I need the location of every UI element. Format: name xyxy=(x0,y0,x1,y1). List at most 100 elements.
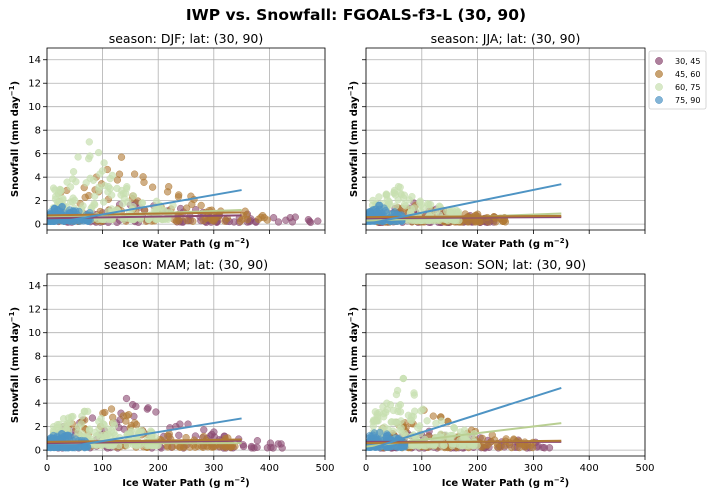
axes-frame xyxy=(365,273,646,457)
point-60-75 xyxy=(404,411,413,419)
y-tick-label: 4 xyxy=(35,173,41,184)
point-60-75 xyxy=(392,418,401,426)
fit-line-75-90 xyxy=(366,386,562,452)
point-60-75 xyxy=(458,442,466,450)
y-tick-label: 4 xyxy=(35,399,41,410)
point-45-60 xyxy=(236,217,245,225)
fit-line-45-60 xyxy=(366,214,562,219)
point-60-75 xyxy=(100,159,108,167)
point-60-75 xyxy=(390,186,399,195)
point-30-45 xyxy=(267,443,275,452)
legend-marker-60-75 xyxy=(655,83,663,91)
point-60-75 xyxy=(69,168,78,176)
point-60-75 xyxy=(450,424,459,432)
fit-line-45-60 xyxy=(47,438,242,443)
point-30-45 xyxy=(545,444,554,452)
point-75-90 xyxy=(369,431,377,439)
point-30-45 xyxy=(278,444,286,452)
panel-title: season: DJF; lat: (30, 90) xyxy=(109,31,264,46)
point-60-75 xyxy=(432,419,440,428)
point-60-75 xyxy=(104,188,112,196)
point-60-75 xyxy=(425,200,433,209)
legend-marker-75-90 xyxy=(655,96,663,104)
point-60-75 xyxy=(86,152,94,160)
point-60-75 xyxy=(470,442,478,450)
point-75-90 xyxy=(382,432,390,441)
legend-marker-30-45 xyxy=(655,57,663,65)
x-axis-label: Ice Water Path (g m−2) xyxy=(442,237,569,250)
point-45-60 xyxy=(113,176,122,184)
fit-line-45-60 xyxy=(366,439,562,445)
point-60-75 xyxy=(95,186,103,194)
point-30-45 xyxy=(152,408,160,416)
x-tick-label: 0 xyxy=(44,463,50,474)
point-60-75 xyxy=(74,153,82,161)
point-60-75 xyxy=(384,199,393,208)
point-60-75 xyxy=(416,422,424,430)
point-60-75 xyxy=(410,204,418,212)
point-75-90 xyxy=(56,207,64,216)
panel-4: 0 100 200 300 400 500 season: SON; lat: (30, 9… xyxy=(347,257,655,489)
point-60-75 xyxy=(369,196,377,205)
point-30-45 xyxy=(208,430,216,439)
point-60-75 xyxy=(446,208,454,217)
point-60-75 xyxy=(396,426,404,434)
fit-line-45-60 xyxy=(47,211,242,217)
y-tick-label: 10 xyxy=(28,102,41,113)
point-60-75 xyxy=(379,403,387,411)
point-45-60 xyxy=(522,441,530,450)
point-60-75 xyxy=(78,412,86,420)
scatter-points xyxy=(366,374,554,452)
point-45-60 xyxy=(101,408,109,417)
point-30-45 xyxy=(274,218,283,226)
point-60-75 xyxy=(108,171,117,180)
point-45-60 xyxy=(175,191,183,199)
point-30-45 xyxy=(175,431,183,439)
point-60-75 xyxy=(100,198,108,206)
y-tick-label: 10 xyxy=(28,328,41,339)
panel-title: season: SON; lat: (30, 90) xyxy=(425,257,586,272)
point-60-75 xyxy=(59,194,67,203)
point-45-60 xyxy=(254,215,263,223)
point-45-60 xyxy=(186,443,194,451)
point-30-45 xyxy=(253,437,262,445)
legend-label: 30, 45 xyxy=(675,57,700,66)
y-axis-label: Snowfall (mm day−1) xyxy=(347,81,360,197)
point-45-60 xyxy=(214,213,223,221)
y-tick-label: 2 xyxy=(35,196,41,207)
point-60-75 xyxy=(71,196,79,204)
point-75-90 xyxy=(393,443,401,451)
y-tick-label: 14 xyxy=(28,281,41,292)
point-60-75 xyxy=(389,406,398,415)
point-60-75 xyxy=(410,389,418,397)
point-60-75 xyxy=(100,431,108,439)
point-60-75 xyxy=(119,200,127,208)
x-tick-label: 200 xyxy=(149,463,168,474)
x-tick-label: 200 xyxy=(468,463,487,474)
point-30-45 xyxy=(282,216,290,224)
point-30-45 xyxy=(306,218,315,227)
point-30-45 xyxy=(314,217,322,225)
panel-title: season: JJA; lat: (30, 90) xyxy=(431,31,581,46)
y-axis-label: Snowfall (mm day−1) xyxy=(8,81,21,197)
point-60-75 xyxy=(85,425,94,433)
point-60-75 xyxy=(423,417,431,425)
point-60-75 xyxy=(91,192,99,200)
x-tick-label: 300 xyxy=(524,463,543,474)
point-45-60 xyxy=(197,201,205,210)
point-60-75 xyxy=(97,414,105,423)
point-45-60 xyxy=(216,443,224,451)
y-tick-label: 12 xyxy=(28,305,41,316)
point-60-75 xyxy=(66,183,75,191)
point-45-60 xyxy=(429,412,437,420)
point-30-45 xyxy=(132,402,140,411)
point-45-60 xyxy=(130,170,139,178)
point-60-75 xyxy=(408,192,416,201)
y-tick-label: 2 xyxy=(35,422,41,433)
x-tick-label: 400 xyxy=(260,463,279,474)
point-60-75 xyxy=(407,417,416,425)
x-tick-label: 0 xyxy=(363,463,369,474)
point-30-45 xyxy=(250,444,258,452)
fit-line-75-90 xyxy=(47,417,242,452)
point-45-60 xyxy=(263,216,271,224)
